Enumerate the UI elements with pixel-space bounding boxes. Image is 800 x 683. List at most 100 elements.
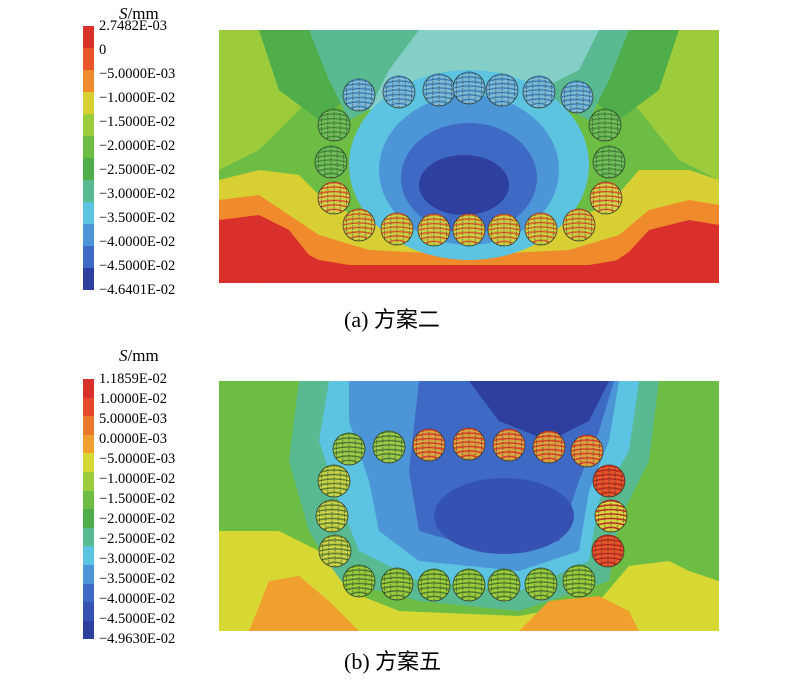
color-swatch bbox=[83, 158, 94, 180]
pile bbox=[452, 568, 486, 602]
color-swatch bbox=[83, 620, 94, 640]
region-orange-b bbox=[249, 576, 359, 631]
legend-title-b: S/mm bbox=[119, 346, 159, 365]
pile bbox=[380, 212, 414, 246]
pile-ring-a bbox=[314, 71, 626, 247]
pile bbox=[372, 430, 406, 464]
legend-tick-label: −4.5000E-02 bbox=[99, 611, 176, 628]
color-swatch bbox=[83, 583, 94, 603]
legend-tick-label: −1.5000E-02 bbox=[99, 114, 176, 130]
caption-a: (a) 方案二 bbox=[344, 307, 440, 332]
color-swatch bbox=[83, 397, 94, 417]
color-swatch bbox=[83, 490, 94, 510]
pile bbox=[591, 534, 625, 568]
color-swatch bbox=[83, 26, 94, 48]
color-swatch bbox=[83, 180, 94, 202]
pile bbox=[492, 428, 526, 462]
color-swatch bbox=[83, 70, 94, 92]
legend-tick-label: −1.0000E-02 bbox=[99, 90, 176, 106]
pile bbox=[560, 80, 594, 114]
contour-plot-b bbox=[219, 381, 719, 631]
pile bbox=[452, 71, 486, 105]
legend-b: S/mm 1.1859E-02 1.0000E-02 5.0000E-03 0.000… bbox=[83, 343, 253, 646]
color-swatch bbox=[83, 379, 94, 398]
pile bbox=[342, 208, 376, 242]
pile bbox=[562, 564, 596, 598]
legend-tick-label: −3.5000E-02 bbox=[99, 571, 176, 588]
pile bbox=[417, 568, 451, 602]
legend-tick-label: −1.0000E-02 bbox=[99, 471, 176, 488]
legend-tick-label: −5.0000E-03 bbox=[99, 66, 176, 82]
pile bbox=[452, 213, 486, 247]
legend-tick-label: −5.0000E-03 bbox=[99, 451, 176, 468]
color-swatch bbox=[83, 92, 94, 114]
pile bbox=[317, 464, 351, 498]
legend-tick-label: −4.6401E-02 bbox=[99, 282, 176, 298]
color-swatch bbox=[83, 565, 94, 584]
pile bbox=[422, 73, 456, 107]
color-swatch bbox=[83, 202, 94, 224]
pile bbox=[315, 499, 349, 533]
color-swatch bbox=[83, 527, 94, 547]
legend-tick-label: −2.5000E-02 bbox=[99, 162, 176, 178]
caption-b: (b) 方案五 bbox=[344, 649, 442, 674]
color-swatch bbox=[83, 546, 94, 565]
legend-tick-label: −2.0000E-02 bbox=[99, 138, 176, 154]
pile-ring-b bbox=[315, 427, 628, 602]
pile bbox=[380, 567, 414, 601]
pile bbox=[592, 145, 626, 179]
legend-tick-label: −4.0000E-02 bbox=[99, 234, 176, 250]
pile bbox=[487, 568, 521, 602]
pile bbox=[487, 213, 521, 247]
color-swatch bbox=[83, 114, 94, 136]
color-swatch bbox=[83, 472, 94, 491]
legend-a: S/mm 2.7482E-03 0 −5.0000E-03 −1.0000E-02 −1… bbox=[83, 0, 253, 300]
pile bbox=[452, 427, 486, 461]
figure-b: S/mm 1.1859E-02 1.0000E-02 5.0000E-03 0.000… bbox=[0, 343, 800, 683]
color-swatch bbox=[83, 268, 94, 290]
legend-tick-label: −2.0000E-02 bbox=[99, 511, 176, 528]
pile bbox=[412, 428, 446, 462]
legend-tick-label: −1.5000E-02 bbox=[99, 491, 176, 508]
color-swatch bbox=[83, 48, 94, 70]
pile bbox=[562, 208, 596, 242]
color-swatch bbox=[83, 246, 94, 268]
legend-tick-label: 1.1859E-02 bbox=[99, 371, 168, 387]
pile bbox=[592, 464, 626, 498]
pile bbox=[318, 534, 352, 568]
pile bbox=[522, 75, 556, 109]
contour-plot-a bbox=[219, 30, 719, 283]
region-yellow-right-b bbox=[639, 571, 719, 631]
region-darkblue-a bbox=[419, 155, 509, 215]
color-swatch bbox=[83, 602, 94, 621]
legend-tick-label: 5.0000E-03 bbox=[99, 411, 168, 428]
legend-tick-label: 2.7482E-03 bbox=[99, 18, 168, 34]
pile bbox=[417, 213, 451, 247]
pile bbox=[314, 145, 348, 179]
pile bbox=[342, 78, 376, 112]
color-swatch bbox=[83, 136, 94, 158]
legend-tick-label: −3.0000E-02 bbox=[99, 186, 176, 202]
pile bbox=[524, 567, 558, 601]
pile bbox=[594, 499, 628, 533]
pile bbox=[588, 108, 622, 142]
legend-tick-label: 0 bbox=[99, 42, 107, 58]
pile bbox=[382, 75, 416, 109]
legend-tick-label: 1.0000E-02 bbox=[99, 391, 168, 408]
legend-tick-label: 0.0000E-03 bbox=[99, 431, 168, 448]
legend-tick-label: −2.5000E-02 bbox=[99, 531, 176, 548]
region-darkblue-top-b bbox=[469, 381, 609, 441]
legend-tick-label: −4.5000E-02 bbox=[99, 258, 176, 274]
legend-tick-label: −4.0000E-02 bbox=[99, 591, 176, 608]
pile bbox=[524, 212, 558, 246]
legend-tick-label: −3.0000E-02 bbox=[99, 551, 176, 568]
region-red-low-a bbox=[259, 245, 689, 283]
color-swatch bbox=[83, 416, 94, 435]
pile bbox=[332, 432, 366, 466]
pile bbox=[570, 434, 604, 468]
region-darkblue-mid-b bbox=[434, 478, 574, 554]
pile bbox=[589, 181, 623, 215]
color-swatch bbox=[83, 224, 94, 246]
color-swatch bbox=[83, 509, 94, 528]
figure-a: S/mm 2.7482E-03 0 −5.0000E-03 −1.0000E-02 −1… bbox=[0, 0, 800, 340]
